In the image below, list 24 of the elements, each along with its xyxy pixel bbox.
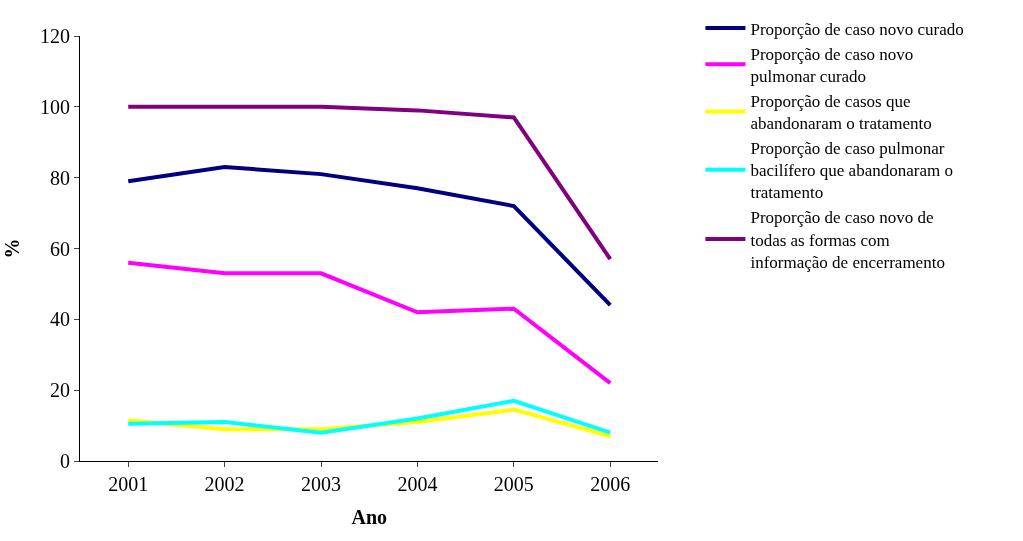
x-tick-label: 2001 xyxy=(108,473,149,495)
y-tick-label: 40 xyxy=(50,308,70,331)
line-series xyxy=(126,398,613,435)
legend-label: Proporção de caso pulmonar bacilífero que abandonaram o tratamento xyxy=(750,139,953,203)
x-tick-label: 2004 xyxy=(397,473,438,495)
legend-label: Proporção de caso novo curado xyxy=(750,19,964,39)
line-series xyxy=(126,260,613,386)
legend-label: Proporção de caso novo de todas as formas com informação de encerramento xyxy=(750,208,945,272)
legend-label: Proporção de caso novo pulmonar curado xyxy=(750,44,914,86)
y-tick-label: 0 xyxy=(60,450,70,472)
x-tick-label: 2003 xyxy=(301,473,342,495)
line-series xyxy=(126,165,613,308)
y-tick-label: 60 xyxy=(50,237,70,260)
legend-label: Proporção de casos que abandonaram o tratamento xyxy=(750,91,932,134)
y-tick-label: 100 xyxy=(40,95,70,118)
x-tick-label: 2006 xyxy=(590,473,631,495)
y-axis-title: % xyxy=(0,238,23,259)
x-tick-label: 2002 xyxy=(204,473,245,495)
y-tick-label: 20 xyxy=(50,379,70,402)
y-tick-label: 80 xyxy=(50,166,70,189)
y-tick-label: 120 xyxy=(40,25,70,47)
x-axis-title: Ano xyxy=(351,505,388,528)
line-series xyxy=(126,104,613,262)
x-tick-label: 2005 xyxy=(493,473,534,495)
